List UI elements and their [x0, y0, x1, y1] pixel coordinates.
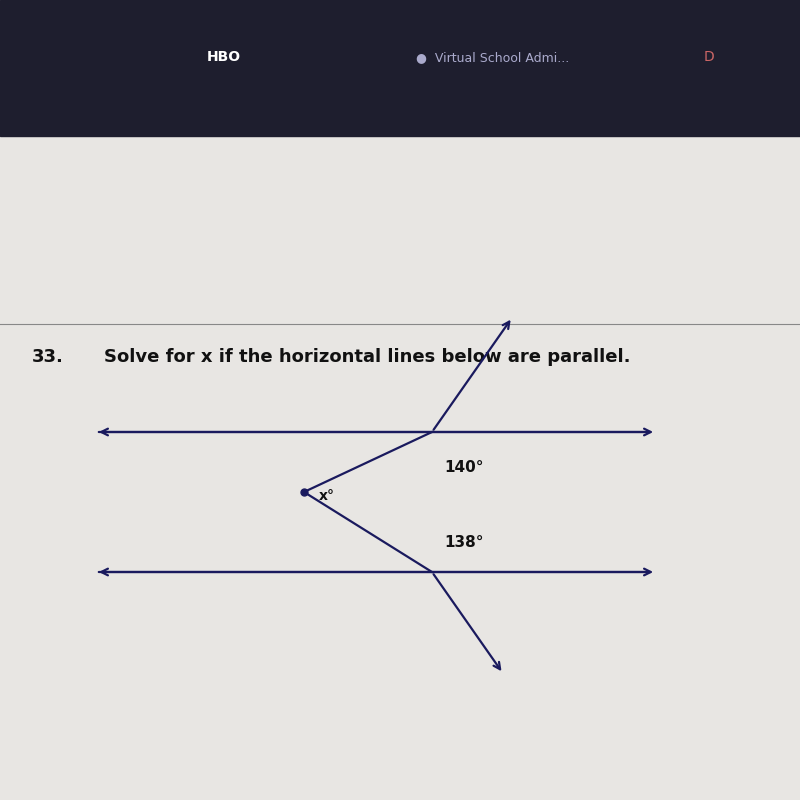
Text: 33.: 33. [32, 348, 64, 366]
Text: 140°: 140° [444, 460, 483, 475]
Text: x°: x° [318, 489, 334, 503]
Text: Solve for x if the horizontal lines below are parallel.: Solve for x if the horizontal lines belo… [104, 348, 630, 366]
Bar [0, 0, 800, 136]
Text: ●  Virtual School Admi...: ● Virtual School Admi... [416, 50, 570, 64]
Text: 138°: 138° [444, 534, 483, 550]
Text: D: D [704, 50, 714, 64]
Text: HBO: HBO [207, 50, 241, 64]
